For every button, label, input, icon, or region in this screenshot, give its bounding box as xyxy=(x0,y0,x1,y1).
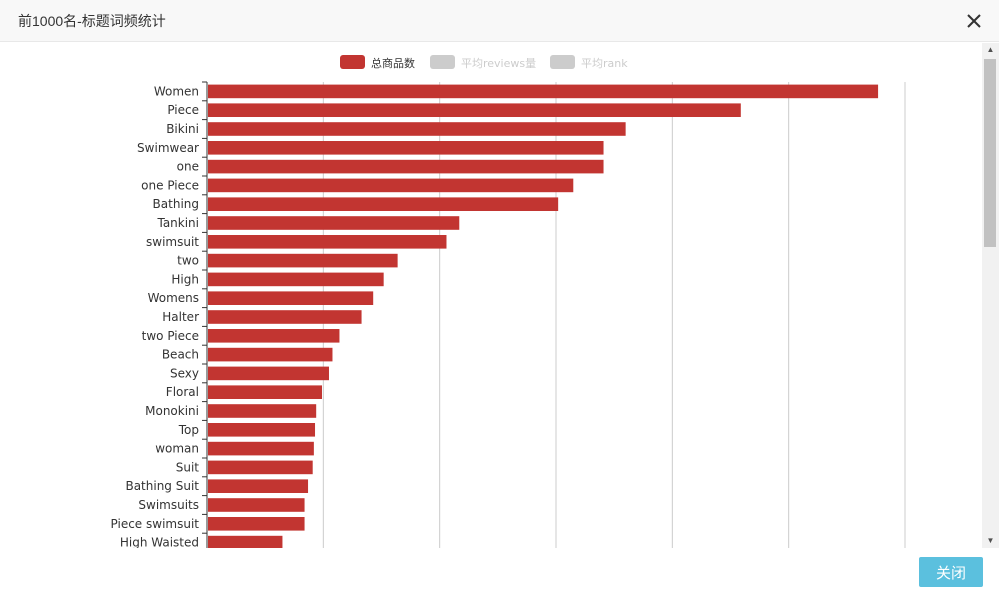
y-tick-label: Womens xyxy=(148,291,199,305)
scrollbar[interactable]: ▲ ▼ xyxy=(982,43,999,548)
bar[interactable] xyxy=(208,178,574,193)
y-tick-label: Top xyxy=(178,423,199,437)
y-tick-label: Bikini xyxy=(166,122,199,136)
y-tick-label: Floral xyxy=(166,385,199,399)
bar[interactable] xyxy=(208,441,314,456)
bar[interactable] xyxy=(208,84,879,99)
bar[interactable] xyxy=(208,103,741,117)
chart-bars xyxy=(208,84,879,548)
bar[interactable] xyxy=(208,423,316,437)
legend-label[interactable]: 总商品数 xyxy=(371,56,415,70)
y-tick-label: Monokini xyxy=(145,404,199,418)
y-tick-label: Beach xyxy=(162,348,199,362)
scroll-thumb[interactable] xyxy=(984,59,996,247)
y-tick-label: one Piece xyxy=(141,178,199,192)
y-tick-label: Swimsuits xyxy=(138,498,199,512)
y-tick-label: Piece swimsuit xyxy=(111,517,200,531)
y-tick-label: two xyxy=(177,254,199,268)
y-tick-label: Tankini xyxy=(156,216,199,230)
chart-legend: 总商品数 平均reviews量 平均rank xyxy=(340,55,628,70)
bar[interactable] xyxy=(208,479,309,493)
y-axis: Women Piece Bikini Swimwear one one Piece Bath… xyxy=(111,81,208,548)
bar[interactable] xyxy=(208,122,626,136)
close-icon[interactable] xyxy=(965,12,983,30)
y-tick-label: Sexy xyxy=(170,366,199,380)
legend-swatch[interactable] xyxy=(550,55,575,69)
bar[interactable] xyxy=(208,460,313,475)
y-tick-label: Bathing xyxy=(153,197,199,211)
y-tick-label: Piece xyxy=(167,103,199,117)
legend-swatch[interactable] xyxy=(340,55,365,69)
y-tick-label: swimsuit xyxy=(146,235,199,249)
legend-label[interactable]: 平均reviews量 xyxy=(461,57,536,70)
y-tick-label: Bathing Suit xyxy=(125,479,199,493)
y-tick-label: Swimwear xyxy=(137,141,199,155)
modal-header: 前1000名-标题词频统计 xyxy=(0,0,999,42)
modal-footer: 关闭 xyxy=(0,548,999,598)
bar[interactable] xyxy=(208,404,317,418)
bar[interactable] xyxy=(208,517,305,531)
bar[interactable] xyxy=(208,291,374,305)
bar[interactable] xyxy=(208,310,362,324)
legend-swatch[interactable] xyxy=(430,55,455,69)
chart-area: 总商品数 平均reviews量 平均rank Women Piece Bikini Swi… xyxy=(0,43,982,548)
y-tick-label: High Waisted xyxy=(120,536,199,548)
bar[interactable] xyxy=(208,159,604,174)
bar[interactable] xyxy=(208,366,329,381)
bar[interactable] xyxy=(208,197,559,211)
bar[interactable] xyxy=(208,347,333,362)
modal-title: 前1000名-标题词频统计 xyxy=(18,13,166,29)
bar[interactable] xyxy=(208,272,384,287)
y-tick-label: High xyxy=(171,272,199,286)
scroll-down-icon[interactable]: ▼ xyxy=(986,536,995,545)
bar[interactable] xyxy=(208,253,398,268)
y-tick-label: two Piece xyxy=(142,329,199,343)
legend-label[interactable]: 平均rank xyxy=(581,57,628,70)
y-tick-label: one xyxy=(177,160,199,174)
bar[interactable] xyxy=(208,141,604,155)
bar[interactable] xyxy=(208,216,460,230)
bar[interactable] xyxy=(208,235,447,249)
bar-chart: 总商品数 平均reviews量 平均rank Women Piece Bikini Swi… xyxy=(111,55,906,548)
bar[interactable] xyxy=(208,385,323,399)
y-tick-label: woman xyxy=(155,442,199,456)
y-tick-label: Halter xyxy=(162,310,199,324)
y-tick-label: Women xyxy=(154,84,199,98)
scroll-up-icon[interactable]: ▲ xyxy=(986,45,995,54)
bar[interactable] xyxy=(208,498,305,512)
close-button[interactable]: 关闭 xyxy=(919,557,983,587)
bar[interactable] xyxy=(208,535,283,548)
y-tick-label: Suit xyxy=(176,460,200,474)
bar[interactable] xyxy=(208,329,340,343)
